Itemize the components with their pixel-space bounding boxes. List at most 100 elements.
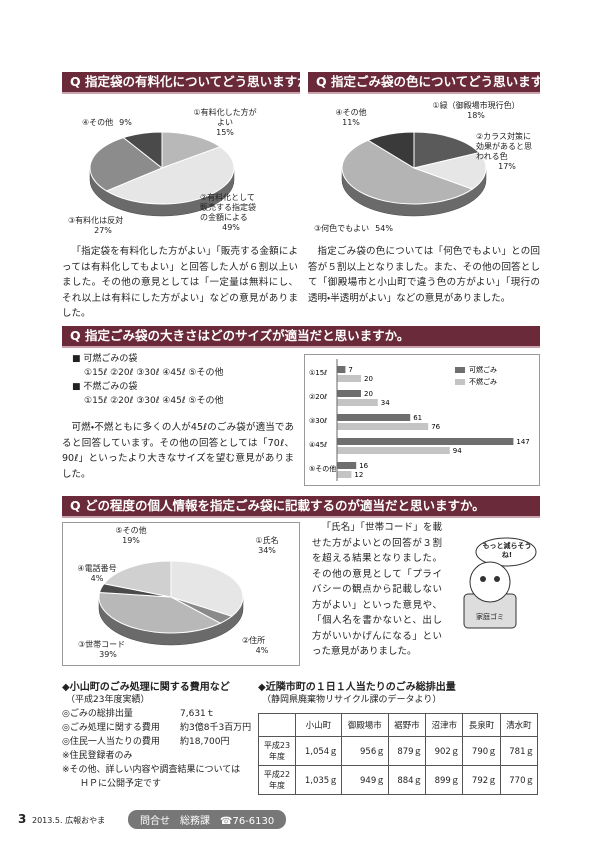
costs-title: ◆小山町のごみ処理に関する費用など [62, 682, 230, 693]
value-label: 94 [453, 447, 462, 455]
header-cell: 清水町 [499, 713, 539, 737]
costs: ◆小山町のごみ処理に関する費用など （平成23年度実績） ◎ごみの総排出量 7,6… [62, 678, 302, 791]
slice-name: ⑤その他 [115, 526, 147, 535]
cost-note: ＨＰに公開予定です [80, 779, 162, 789]
slice-name: ④その他 [82, 118, 114, 127]
table-cell: 790ｇ [462, 736, 501, 766]
speech-bubble: もっと減らそうね! [482, 542, 532, 559]
slice-value: 17% [498, 162, 516, 171]
slice-value: 4% [255, 646, 269, 655]
table-cell: 781ｇ [499, 736, 539, 766]
option: ■ 不燃ごみの袋 [72, 382, 138, 392]
paragraph: 指定ごみ袋の色については「何色でもよい」との回答が５割以上となりました。また、そ… [308, 246, 540, 304]
slice-value: 34% [258, 546, 276, 555]
pie-chart [341, 131, 487, 217]
slice-label: ②カラス対策に効果があると思われる色 17% [476, 132, 538, 172]
header-cell: 沼津市 [425, 713, 464, 737]
bar [337, 438, 514, 445]
slice-label: ③何色でもよい 54% [314, 224, 434, 234]
slice-value: 4% [90, 574, 104, 583]
table-header: 小山町 御殿場市 裾野市 沼津市 長泉町 清水町 [258, 713, 539, 737]
bar-chart: ①15ℓ 7 20 ②20ℓ 20 34 ③30ℓ 61 76 ④45ℓ 147 94 ⑤その他 1612… [304, 354, 540, 486]
category-label: ①15ℓ [309, 369, 327, 377]
slice-label: ④電話番号 4% [72, 564, 122, 584]
slice-label: ①緑（御殿場市現行色） 18% [426, 101, 526, 121]
slice-label: ③有料化は反対 27% [68, 216, 138, 236]
option: ■ 可燃ごみの袋 [72, 354, 138, 364]
cost-note: ※住民登録者のみ [62, 751, 133, 761]
issue: 2013.5. 広報おやま [32, 816, 106, 825]
illustration: もっと減らそうね! 家庭ゴミ [446, 536, 538, 632]
slice-value: 39% [99, 650, 117, 659]
heading: Q どの程度の個人情報を指定ごみ袋に記載するのが適当だと思いますか。 [62, 496, 540, 518]
table-cell: 1,054ｇ [295, 736, 342, 766]
value-label: 76 [431, 423, 440, 431]
slice-label: ①氏名 34% [242, 536, 292, 556]
option: ①15ℓ ②20ℓ ③30ℓ ④45ℓ ⑤その他 [84, 368, 224, 378]
table-cell: 879ｇ [387, 736, 427, 766]
pie-slice [413, 131, 481, 169]
legend-label: 不燃ごみ [469, 377, 497, 386]
slice-name: ①緑（御殿場市現行色） [432, 101, 520, 110]
category-label: ⑤その他 [309, 464, 336, 473]
header-cell [258, 713, 296, 737]
header-cell: 小山町 [295, 713, 342, 737]
pie-slice [89, 137, 163, 192]
bar [337, 414, 411, 421]
heading: Q 指定ごみ袋の大きさはどのサイズが適当だと思いますか。 [62, 326, 540, 348]
category-label: ②20ℓ [309, 393, 327, 401]
slice-label: ④その他 9% [82, 118, 172, 128]
cost-row: ◎ごみの総排出量 7,631ｔ [62, 707, 302, 721]
slice-label: ④その他 11% [326, 108, 376, 128]
slice-label: ⑤その他 19% [106, 526, 156, 546]
cost-item: ◎ごみの総排出量 [62, 709, 133, 719]
slice-value: 27% [94, 226, 112, 235]
comparison: ◆近隣市町の１日１人当たりのごみ総排出量 （静岡県廃棄物リサイクル課のデータより… [258, 678, 543, 795]
value-label: 61 [413, 414, 422, 422]
slice-label: ③世帯コード 39% [78, 640, 138, 660]
category-label: ③30ℓ [309, 417, 327, 425]
cost-value: 7,631ｔ [180, 709, 215, 719]
bar [337, 462, 357, 469]
contact: 問合せ 総務課 [140, 816, 210, 827]
cost-value: 約18,700円 [180, 737, 230, 747]
table-cell: 792ｇ [462, 765, 501, 795]
pie-slice [98, 591, 222, 634]
contact-pill: 問合せ 総務課 ☎76-6130 [128, 810, 287, 829]
bar [337, 447, 450, 454]
slice-name: ④その他 [335, 108, 367, 117]
illustration-art [463, 537, 537, 629]
cost-row: ◎住民一人当たりの費用 約18,700円 [62, 735, 302, 749]
bar [337, 366, 346, 373]
slice-value: 11% [342, 118, 360, 127]
heading: Q 指定袋の有料化についてどう思いますか。 [62, 72, 300, 94]
table-cell: 949ｇ [340, 765, 389, 795]
header-cell: 裾野市 [387, 713, 427, 737]
table-row: 平成22年度 1,035ｇ 949ｇ 884ｇ 899ｇ 792ｇ 770ｇ [258, 765, 539, 795]
cost-value: 約3億8千3百万円 [180, 723, 252, 733]
pie-slice [105, 146, 235, 205]
value-label: 20 [364, 375, 373, 383]
costs-subtitle: （平成23年度実績） [66, 695, 150, 705]
table-cell: 884ｇ [387, 765, 427, 795]
slice-value: 15% [216, 128, 234, 137]
bar [337, 399, 378, 406]
pie-slice [366, 131, 415, 169]
slice-label: ①有料化した方がよい 15% [190, 108, 260, 138]
cost-note: ※その他、詳しい内容や調査結果については [62, 765, 241, 775]
table-cell: 956ｇ [340, 736, 389, 766]
slice-value: 18% [467, 111, 485, 120]
slice-value: 19% [122, 536, 140, 545]
paragraph: 「氏名」「世帯コード」を載せた方がよいとの回答が３割を超える結果となりました。そ… [312, 522, 442, 657]
legend-swatch [455, 379, 465, 385]
slice-name: ①氏名 [255, 536, 279, 545]
pie-slice [122, 131, 163, 170]
bin-label: 家庭ゴミ [476, 613, 504, 621]
page-number: 3 [18, 812, 27, 826]
slice-value: 49% [222, 223, 240, 232]
table-subtitle: （静岡県廃棄物リサイクル課のデータより） [262, 695, 442, 705]
paragraph: 「指定袋を有料化した方がよい」「販売する金額によっては有料化してもよい」と回答し… [62, 246, 298, 319]
header-cell: 御殿場市 [340, 713, 389, 737]
value-label: 34 [381, 399, 390, 407]
paragraph: 可燃・不燃ともに多くの人が45ℓのごみ袋が適当であると回答しています。その他の回… [62, 422, 294, 480]
